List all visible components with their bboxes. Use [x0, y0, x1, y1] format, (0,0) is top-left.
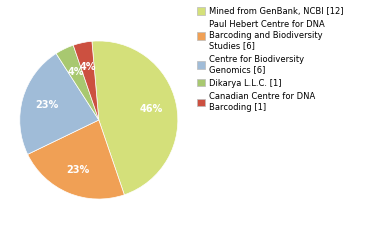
Wedge shape: [92, 41, 178, 195]
Text: 4%: 4%: [67, 66, 84, 77]
Legend: Mined from GenBank, NCBI [12], Paul Hebert Centre for DNA
Barcoding and Biodiver: Mined from GenBank, NCBI [12], Paul Hebe…: [194, 4, 346, 114]
Text: 4%: 4%: [79, 62, 96, 72]
Text: 46%: 46%: [140, 104, 163, 114]
Wedge shape: [73, 41, 99, 120]
Wedge shape: [56, 45, 99, 120]
Text: 23%: 23%: [66, 165, 90, 174]
Text: 23%: 23%: [35, 100, 59, 110]
Wedge shape: [20, 54, 99, 154]
Wedge shape: [28, 120, 124, 199]
